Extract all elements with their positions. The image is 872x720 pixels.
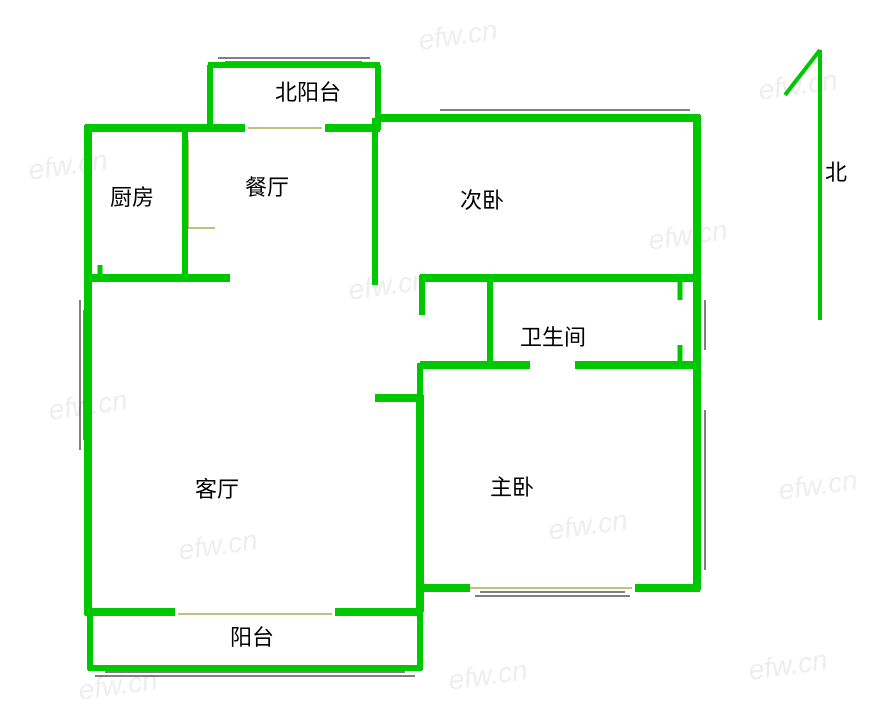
watermark: efw.cn <box>757 64 840 106</box>
room-label-bathroom: 卫生间 <box>520 325 586 350</box>
watermark: efw.cn <box>647 214 730 256</box>
wall-layer <box>85 65 700 670</box>
compass: 北 <box>785 50 847 320</box>
room-label-north-balcony: 北阳台 <box>275 80 341 105</box>
watermark: efw.cn <box>447 654 530 696</box>
room-label-kitchen: 厨房 <box>110 185 154 210</box>
room-label-living: 客厅 <box>195 477 239 502</box>
watermark: efw.cn <box>777 464 860 506</box>
watermark: efw.cn <box>747 644 830 686</box>
thin-wall-layer <box>178 128 632 614</box>
watermark: efw.cn <box>417 14 500 56</box>
watermark: efw.cn <box>177 524 260 566</box>
watermark: efw.cn <box>547 504 630 546</box>
room-label-master-bed: 主卧 <box>490 475 534 500</box>
room-label-dining: 餐厅 <box>245 175 289 200</box>
floorplan-canvas: efw.cn efw.cn efw.cn efw.cn efw.cn efw.cn efw.… <box>0 0 872 720</box>
watermark: efw.cn <box>347 264 430 306</box>
room-label-south-balcony: 阳台 <box>230 625 274 650</box>
room-label-second-bed: 次卧 <box>460 188 504 213</box>
compass-line <box>785 50 820 95</box>
watermark: efw.cn <box>27 144 110 186</box>
compass-label: 北 <box>825 160 847 185</box>
